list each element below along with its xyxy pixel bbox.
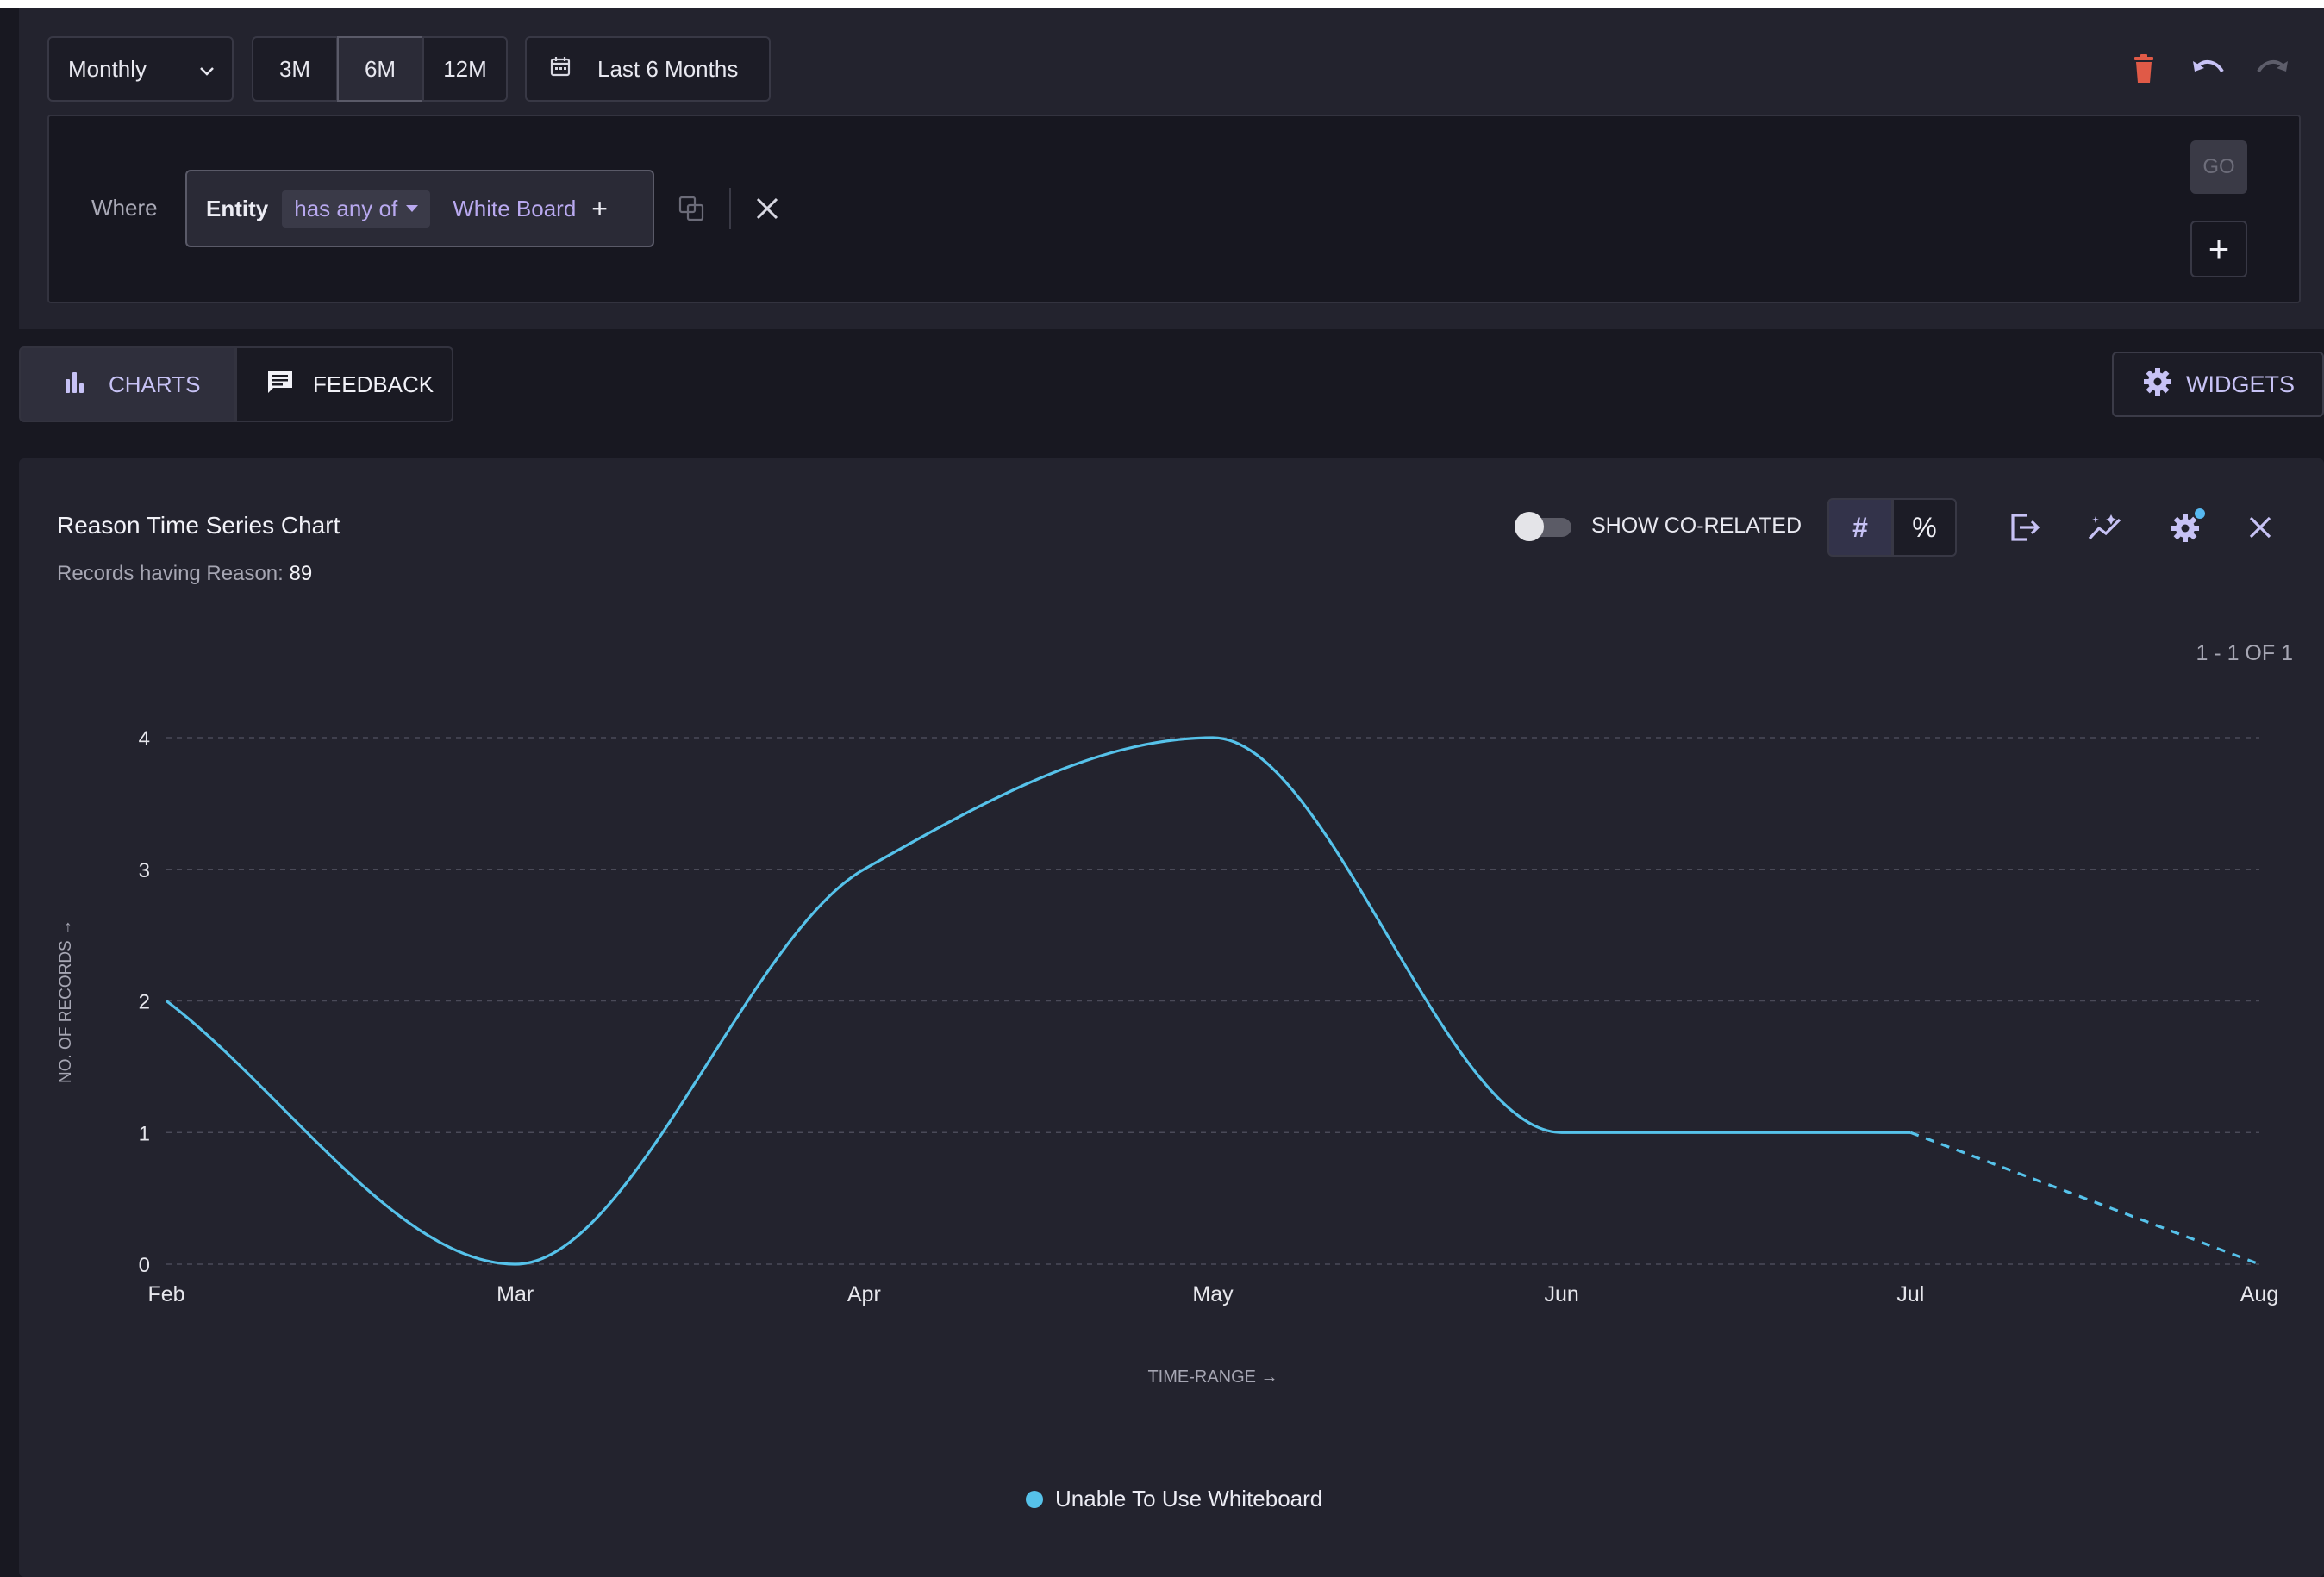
filter-value[interactable]: White Board xyxy=(453,195,577,221)
duplicate-icon[interactable] xyxy=(676,193,707,224)
bar-chart-icon xyxy=(64,371,86,399)
filter-chip[interactable]: Entity has any of White Board + xyxy=(185,170,654,247)
x-tick-label: Jul xyxy=(1896,1282,1924,1306)
x-tick-label: Feb xyxy=(147,1282,184,1306)
filter-field[interactable]: Entity xyxy=(206,195,269,221)
filter-operator-dropdown[interactable]: has any of xyxy=(282,190,431,228)
series-line xyxy=(166,736,1911,1266)
x-tick-label: Mar xyxy=(497,1282,534,1306)
tab-feedback[interactable]: FEEDBACK xyxy=(235,346,453,422)
records-count: 89 xyxy=(289,562,313,585)
gear-icon xyxy=(2143,367,2172,402)
tab-feedback-label: FEEDBACK xyxy=(313,371,434,397)
filter-operator-label: has any of xyxy=(294,195,398,221)
insights-icon[interactable] xyxy=(2086,512,2124,543)
y-tick-label: 2 xyxy=(139,991,150,1014)
series-projection-line xyxy=(1909,1131,2260,1266)
go-button[interactable]: GO xyxy=(2190,140,2247,194)
toggle-knob xyxy=(1515,512,1544,541)
y-tick-label: 4 xyxy=(139,727,150,751)
range-12m-button[interactable]: 12M xyxy=(422,36,508,102)
date-range-button[interactable]: Last 6 Months xyxy=(525,36,771,102)
close-icon[interactable] xyxy=(752,193,783,224)
chart-settings-icon[interactable] xyxy=(2167,507,2207,546)
add-value-button[interactable]: + xyxy=(591,192,608,224)
feedback-icon xyxy=(266,369,294,401)
top-strip xyxy=(0,0,2324,8)
y-axis-label: NO. OF RECORDS → xyxy=(57,919,75,1083)
x-tick-label: May xyxy=(1192,1282,1234,1306)
range-3m-button[interactable]: 3M xyxy=(252,36,338,102)
chart-subtitle-prefix: Records having Reason: xyxy=(57,562,290,585)
y-tick-label: 0 xyxy=(139,1254,150,1277)
x-axis-label: TIME-RANGE → xyxy=(1147,1368,1278,1387)
show-corelated-toggle[interactable] xyxy=(1515,512,1573,541)
calendar-icon xyxy=(549,55,572,84)
range-6m-button[interactable]: 6M xyxy=(337,36,423,102)
legend-label: Unable To Use Whiteboard xyxy=(1055,1486,1323,1512)
widgets-button[interactable]: WIDGETS xyxy=(2112,352,2324,417)
widgets-label: WIDGETS xyxy=(2186,371,2295,397)
show-corelated-label: SHOW CO-RELATED xyxy=(1591,514,1802,538)
pagination-label: 1 - 1 OF 1 xyxy=(2196,641,2293,665)
tab-charts-label: CHARTS xyxy=(109,371,201,397)
chart-title: Reason Time Series Chart xyxy=(57,512,340,539)
caret-down-icon xyxy=(406,205,419,212)
x-tick-label: Apr xyxy=(847,1282,881,1306)
chart-subtitle: Records having Reason: 89 xyxy=(57,562,312,586)
tab-charts[interactable]: CHARTS xyxy=(19,346,236,422)
chevron-down-icon xyxy=(199,56,215,83)
y-tick-label: 3 xyxy=(139,859,150,882)
chart-legend[interactable]: Unable To Use Whiteboard xyxy=(1026,1486,1322,1512)
granularity-select[interactable]: Monthly xyxy=(47,36,234,102)
redo-icon[interactable] xyxy=(2253,52,2291,86)
undo-icon[interactable] xyxy=(2190,52,2227,86)
delete-icon[interactable] xyxy=(2129,50,2158,88)
export-icon[interactable] xyxy=(2009,512,2041,543)
close-chart-icon[interactable] xyxy=(2246,514,2274,541)
x-tick-label: Aug xyxy=(2240,1282,2278,1306)
x-tick-label: Jun xyxy=(1545,1282,1579,1306)
granularity-value: Monthly xyxy=(68,55,147,82)
chart-card xyxy=(19,458,2324,1577)
percent-mode-button[interactable]: % xyxy=(1892,498,1957,557)
y-tick-label: 1 xyxy=(139,1122,150,1145)
where-label: Where xyxy=(91,195,158,221)
legend-swatch xyxy=(1026,1490,1043,1508)
divider xyxy=(729,188,731,229)
add-filter-button[interactable]: + xyxy=(2190,221,2247,277)
date-range-label: Last 6 Months xyxy=(597,55,739,82)
